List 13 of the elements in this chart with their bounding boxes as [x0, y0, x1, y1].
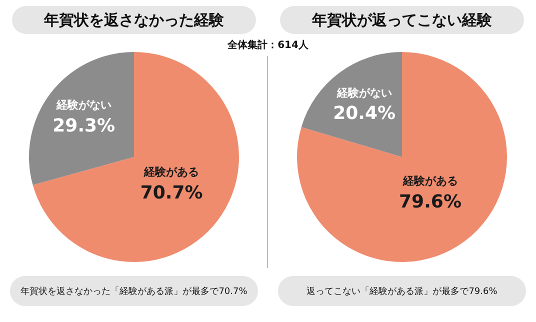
data-label: 20.4% — [333, 103, 396, 124]
text: 年賀状を返さなかった「経験がある派」が最多で70.7% — [10, 276, 258, 306]
slice-label: 経験がない — [55, 98, 112, 112]
data-label: 79.6% — [399, 192, 462, 213]
text: 全体集計：614人 — [226, 38, 310, 52]
chart-title: 年賀状を返さなかった経験 — [12, 6, 256, 34]
slice-label: 経験がある — [402, 174, 458, 188]
slice-label: 経験がある — [143, 165, 200, 178]
slice-label: 経験がない — [336, 86, 392, 100]
text: 返ってこない「経験がある派」が最多で79.6% — [278, 276, 526, 306]
data-label: 29.3% — [52, 116, 116, 137]
chart-title: 年賀状が返ってこない経験 — [280, 6, 524, 34]
data-label: 70.7% — [140, 182, 203, 204]
